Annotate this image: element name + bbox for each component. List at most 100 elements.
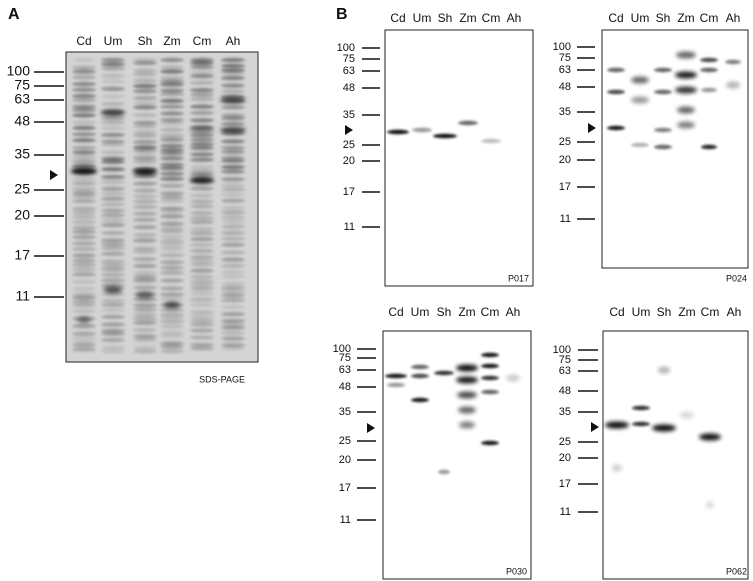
lane-label: Cd	[608, 11, 623, 25]
band	[190, 328, 214, 333]
band	[190, 279, 214, 284]
marker-label: 63	[343, 65, 355, 77]
band	[221, 330, 245, 336]
band	[221, 149, 245, 155]
band	[160, 209, 184, 215]
band-group	[385, 352, 520, 475]
band	[221, 236, 245, 241]
band	[101, 101, 125, 107]
marker-label: 75	[559, 354, 571, 366]
band	[190, 199, 214, 204]
band	[654, 144, 672, 150]
band	[72, 229, 96, 235]
band	[133, 345, 157, 350]
band	[101, 159, 125, 165]
band	[133, 124, 157, 129]
marker-label: 11	[560, 506, 571, 518]
band	[221, 112, 245, 118]
band	[101, 191, 125, 196]
band	[190, 318, 214, 323]
band	[631, 96, 649, 104]
band	[160, 117, 184, 123]
band	[101, 120, 125, 125]
band	[221, 63, 245, 69]
arrowhead	[367, 423, 375, 433]
band	[221, 116, 245, 121]
band	[190, 226, 214, 232]
band	[160, 330, 184, 336]
band	[506, 374, 520, 382]
arrowhead	[591, 422, 599, 432]
band	[675, 86, 697, 94]
band	[438, 469, 450, 475]
band	[190, 137, 214, 142]
band	[72, 291, 96, 297]
band	[133, 174, 157, 179]
caption: P062	[726, 566, 747, 576]
band	[160, 198, 184, 204]
band	[160, 127, 184, 132]
band	[221, 219, 245, 225]
band	[101, 174, 125, 180]
band	[160, 191, 184, 196]
band	[457, 391, 477, 399]
band	[133, 139, 157, 145]
band	[101, 218, 125, 223]
band	[190, 231, 214, 236]
band	[221, 71, 245, 76]
band	[133, 72, 157, 77]
band	[160, 137, 184, 142]
band	[160, 111, 184, 116]
band	[706, 501, 714, 509]
band	[190, 142, 214, 147]
band	[458, 120, 478, 126]
band	[190, 70, 214, 75]
band	[221, 318, 245, 324]
marker-label: 63	[559, 365, 571, 377]
marker-label: 100	[553, 344, 571, 356]
band	[133, 145, 157, 150]
band	[160, 214, 184, 219]
marker-label: 100	[7, 63, 31, 79]
band	[221, 198, 245, 203]
band	[190, 258, 214, 264]
band	[133, 334, 157, 339]
lane-label: Sh	[656, 11, 671, 25]
band	[481, 363, 499, 369]
band	[190, 297, 214, 302]
lane-label: Cm	[193, 34, 212, 48]
marker-label: 20	[559, 452, 571, 464]
band	[101, 337, 125, 343]
band	[133, 181, 157, 186]
band	[72, 258, 96, 263]
band	[221, 311, 245, 317]
caption: P024	[726, 273, 747, 283]
lane-label: Ah	[727, 305, 742, 319]
band	[72, 206, 96, 211]
panel-label: B	[336, 6, 348, 23]
band	[72, 279, 96, 284]
band	[101, 167, 125, 172]
band	[72, 272, 96, 277]
band	[160, 147, 184, 153]
band	[160, 79, 184, 84]
band	[160, 296, 184, 301]
band	[133, 320, 157, 325]
band	[101, 73, 125, 79]
band	[101, 57, 125, 63]
band	[101, 322, 125, 327]
band	[72, 87, 96, 92]
band	[190, 57, 214, 63]
band	[654, 67, 672, 73]
band	[221, 57, 245, 63]
band	[101, 213, 125, 218]
marker-label: 63	[559, 64, 571, 76]
band	[133, 148, 157, 154]
band	[101, 125, 125, 131]
band-group	[387, 120, 501, 144]
band-group	[605, 366, 721, 509]
band	[160, 151, 184, 156]
band	[607, 67, 625, 73]
band	[221, 289, 245, 295]
